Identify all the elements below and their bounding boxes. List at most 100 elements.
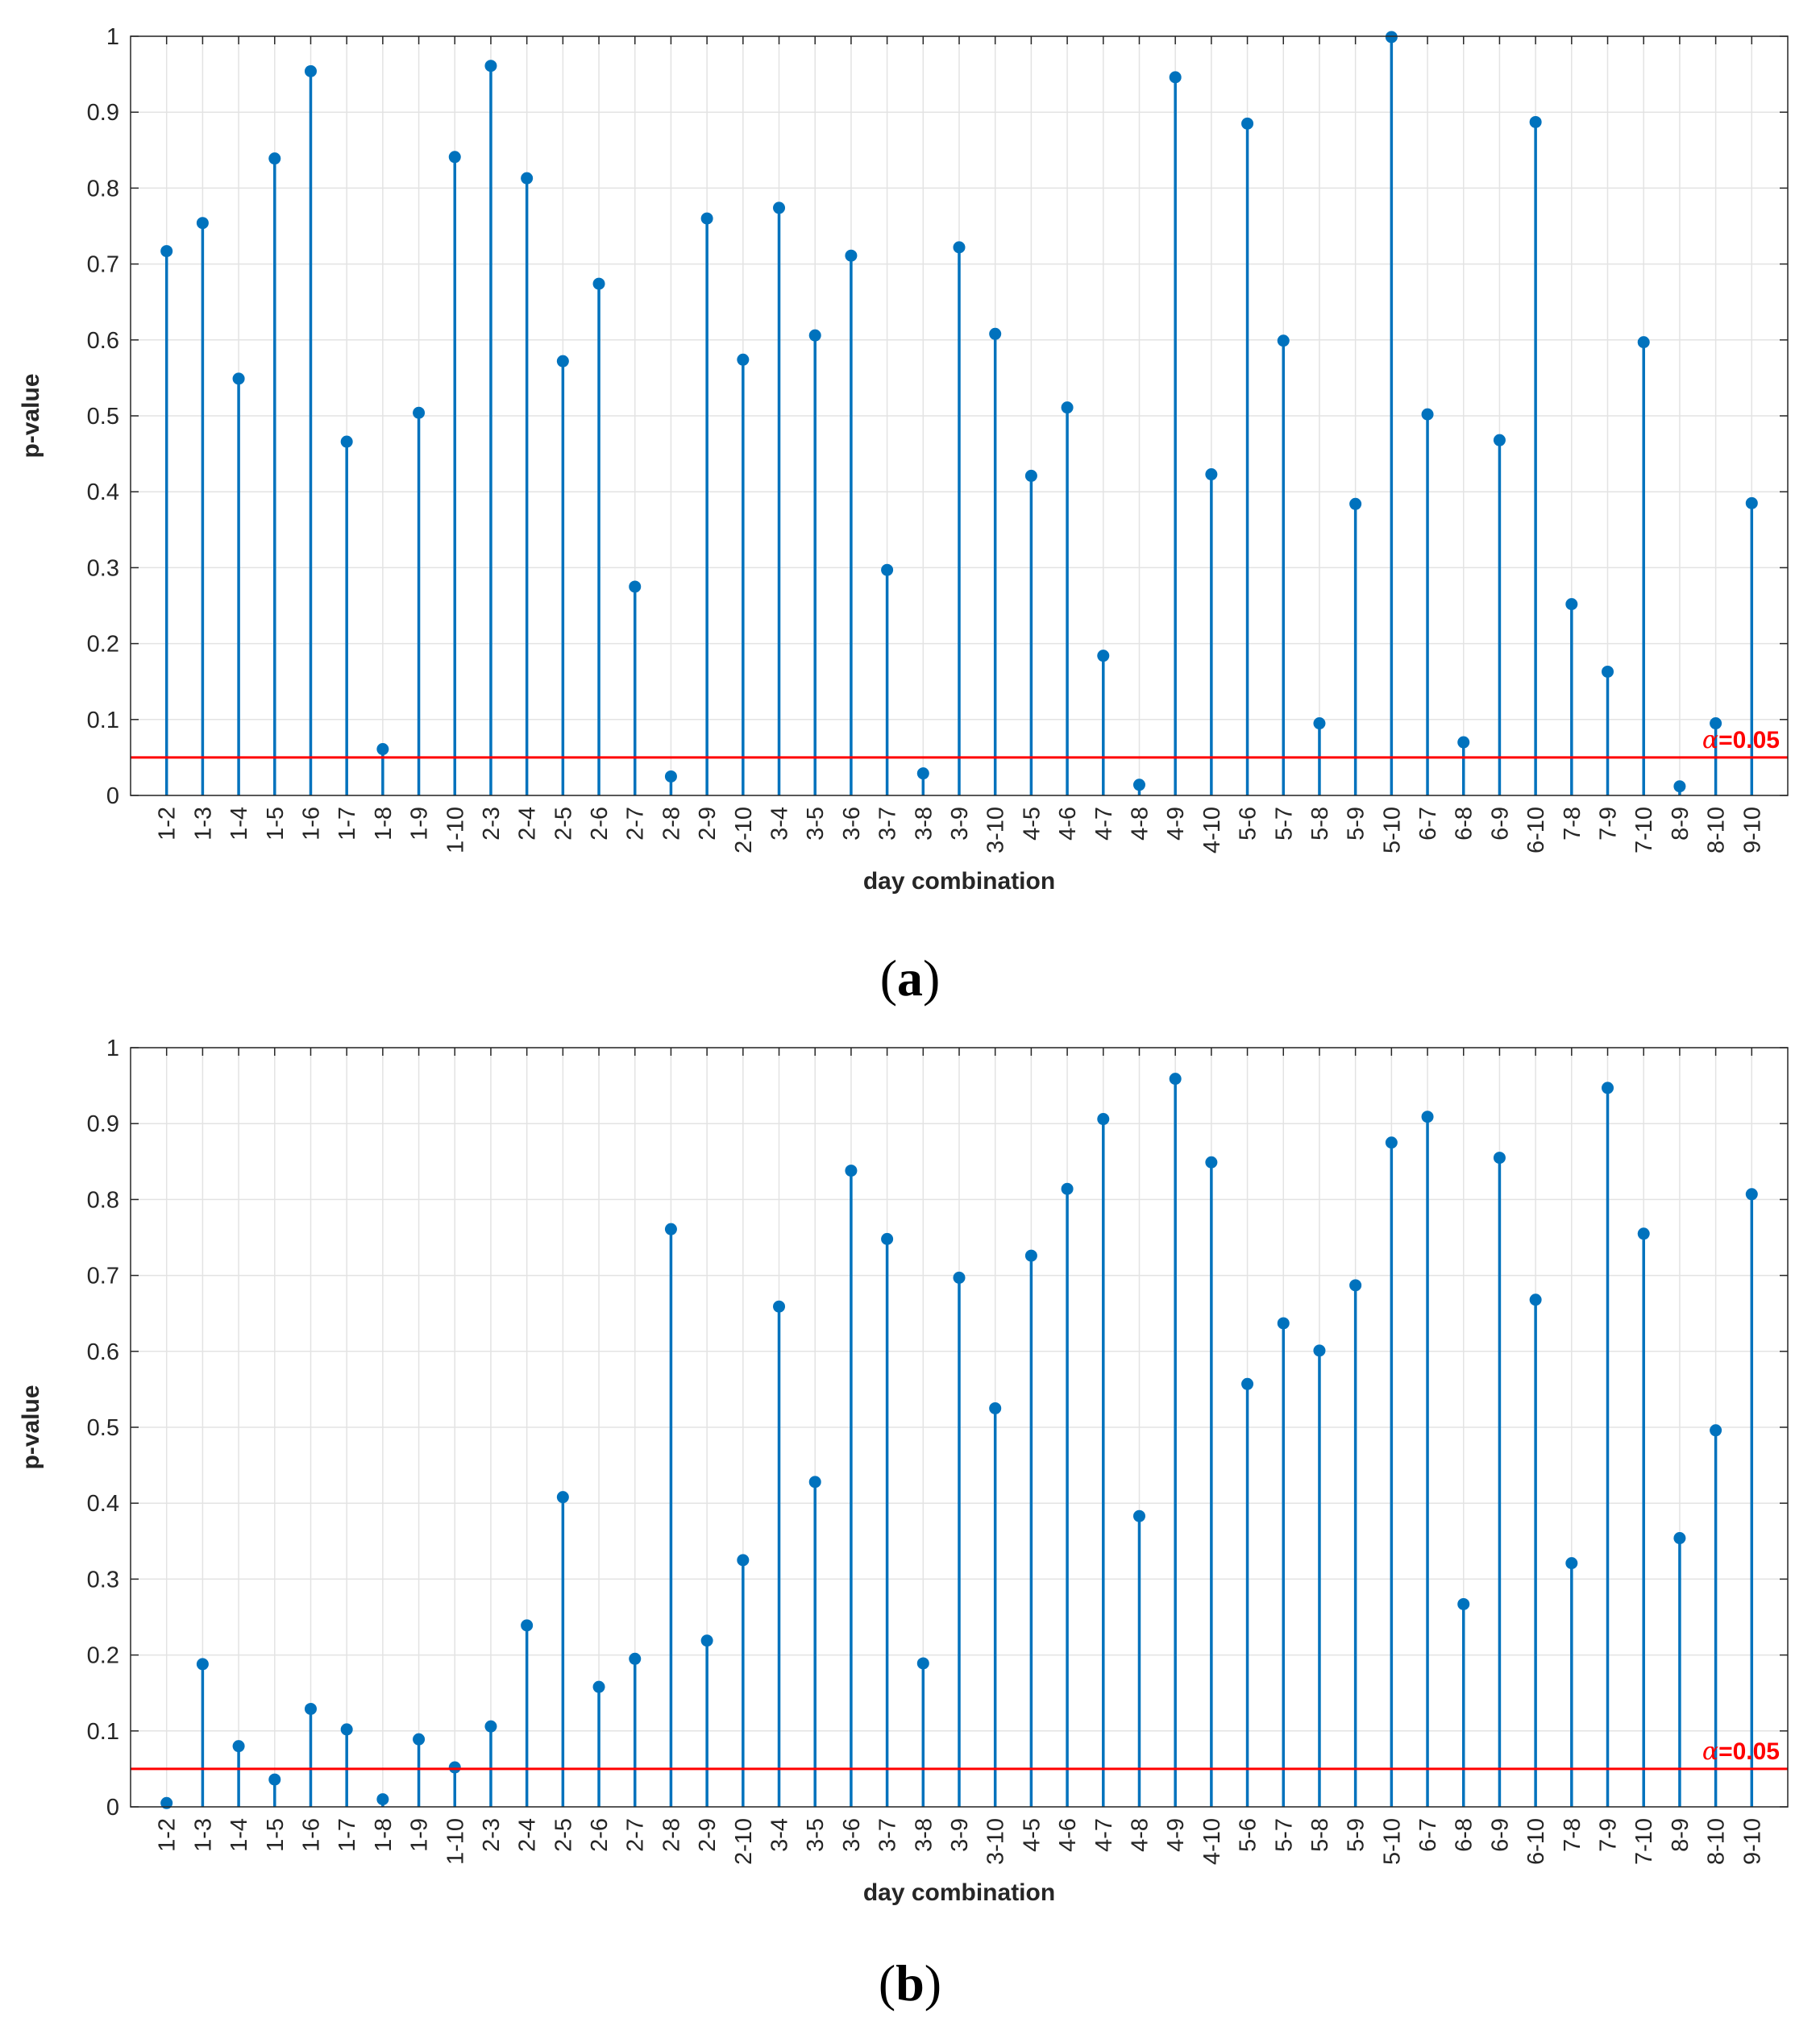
stem-marker-8-9	[1673, 1532, 1686, 1545]
stem-marker-7-10	[1637, 336, 1650, 349]
stem-marker-2-7	[629, 1652, 642, 1665]
stem-marker-7-10	[1637, 1227, 1650, 1240]
x-tick-label: 1-6	[298, 1818, 324, 1852]
stem-marker-5-7	[1277, 334, 1290, 347]
x-tick-label: 1-5	[263, 807, 289, 841]
x-tick-label: 1-9	[407, 807, 433, 841]
x-tick-label: 2-7	[623, 1818, 649, 1852]
stem-marker-3-8	[916, 1657, 929, 1670]
panel-caption: (a)	[880, 949, 941, 1007]
x-tick-label: 2-5	[551, 1818, 576, 1852]
x-tick-label: 8-9	[1668, 1818, 1693, 1852]
x-tick-label: 7-10	[1631, 1818, 1657, 1865]
y-tick-label: 0.5	[87, 404, 119, 430]
stem-marker-1-8	[376, 743, 389, 756]
x-tick-label: 1-3	[190, 807, 216, 841]
y-tick-label: 0.9	[87, 100, 119, 126]
x-tick-label: 3-10	[983, 807, 1009, 853]
stem-marker-8-9	[1673, 780, 1686, 793]
stem-marker-4-6	[1061, 401, 1074, 414]
panel-caption-open: (	[880, 949, 897, 1007]
alpha-threshold-label: α=0.05	[1702, 726, 1780, 754]
x-tick-label: 3-5	[803, 1818, 829, 1852]
stem-marker-2-9	[700, 1634, 713, 1647]
x-tick-label: 2-10	[731, 807, 757, 853]
x-axis-label: day combination	[863, 1879, 1055, 1906]
stem-marker-2-5	[556, 355, 569, 367]
stem-marker-1-3	[196, 1658, 209, 1671]
stem-marker-5-10	[1385, 1136, 1398, 1149]
stem-marker-1-7	[340, 435, 353, 448]
y-tick-label: 0.5	[87, 1415, 119, 1441]
x-tick-label: 5-9	[1344, 1818, 1369, 1852]
stem-marker-1-4	[232, 1740, 245, 1753]
stem-marker-5-6	[1241, 1377, 1254, 1390]
x-tick-label: 1-5	[263, 1818, 289, 1852]
stem-marker-4-8	[1132, 779, 1145, 791]
stem-marker-2-6	[592, 1680, 605, 1693]
x-tick-label: 2-7	[623, 807, 649, 841]
x-tick-label: 4-7	[1091, 1818, 1117, 1852]
stem-marker-3-6	[845, 1165, 858, 1177]
stem-marker-4-8	[1132, 1509, 1145, 1522]
y-tick-label: 0.9	[87, 1111, 119, 1137]
alpha-value: =0.05	[1718, 1738, 1780, 1765]
y-tick-label: 0.3	[87, 1567, 119, 1592]
stem-marker-3-9	[953, 241, 966, 254]
x-tick-label: 1-6	[298, 807, 324, 841]
x-tick-label: 2-6	[587, 807, 613, 841]
stem-marker-2-10	[737, 353, 750, 366]
stem-marker-4-9	[1169, 1073, 1182, 1086]
stem-marker-4-7	[1097, 650, 1110, 662]
panel-caption-close: )	[925, 1954, 941, 2012]
x-tick-label: 1-8	[371, 807, 397, 841]
stem-marker-2-9	[700, 212, 713, 225]
stem-marker-3-5	[808, 1476, 821, 1489]
stem-marker-2-4	[521, 1619, 534, 1632]
x-tick-label: 5-6	[1236, 807, 1261, 841]
stem-marker-1-9	[413, 1733, 426, 1746]
x-tick-label: 7-9	[1596, 807, 1622, 841]
x-tick-label: 2-9	[695, 807, 721, 841]
stem-marker-1-2	[160, 1796, 173, 1809]
chart-panel-a: 0 0.1 0.2 0.3 0.4 0.5 0.6 0.7 0.8 0.9 1 1-2 1-3 1-4 1-…	[18, 24, 1789, 1007]
x-tick-label: 1-4	[226, 1818, 252, 1852]
x-tick-label: 1-3	[190, 1818, 216, 1852]
x-tick-label: 4-10	[1199, 807, 1225, 853]
x-tick-label: 3-4	[767, 807, 793, 841]
x-tick-label: 3-6	[839, 807, 865, 841]
stem-marker-4-9	[1169, 71, 1182, 84]
stem-marker-2-7	[629, 580, 642, 593]
y-tick-label: 0.6	[87, 1339, 119, 1365]
y-tick-label: 1	[106, 24, 119, 50]
y-tick-label: 0.3	[87, 555, 119, 581]
stem-marker-4-6	[1061, 1182, 1074, 1195]
x-tick-label: 2-6	[587, 1818, 613, 1852]
x-tick-label: 2-10	[731, 1818, 757, 1865]
stem-marker-3-9	[953, 1271, 966, 1284]
x-tick-label: 4-9	[1163, 1818, 1189, 1852]
stem-marker-2-8	[664, 1223, 677, 1235]
y-tick-label: 0.2	[87, 632, 119, 658]
stem-marker-4-5	[1024, 1249, 1037, 1262]
panel-caption-open: (	[879, 1954, 895, 2012]
x-tick-label: 4-6	[1055, 1818, 1081, 1852]
x-tick-label: 9-10	[1739, 807, 1765, 853]
chart-panel-b: 0 0.1 0.2 0.3 0.4 0.5 0.6 0.7 0.8 0.9 1 1-2 1-3 1-4 1-…	[18, 1036, 1789, 2012]
panel-caption-letter: b	[895, 1954, 925, 2012]
x-tick-label: 3-9	[947, 807, 973, 841]
stem-marker-5-7	[1277, 1317, 1290, 1330]
x-tick-label: 8-10	[1704, 807, 1730, 853]
x-tick-label: 3-6	[839, 1818, 865, 1852]
stem-marker-5-10	[1385, 31, 1398, 44]
stem-marker-9-10	[1745, 1188, 1758, 1201]
x-tick-label: 1-4	[226, 807, 252, 841]
x-tick-label: 3-8	[911, 1818, 937, 1852]
stem-marker-5-9	[1349, 497, 1362, 510]
x-tick-label: 6-7	[1415, 1818, 1441, 1852]
x-tick-label: 1-7	[334, 1818, 360, 1852]
x-tick-label: 9-10	[1739, 1818, 1765, 1865]
stem-marker-2-4	[521, 172, 534, 185]
y-tick-label: 1	[106, 1036, 119, 1061]
